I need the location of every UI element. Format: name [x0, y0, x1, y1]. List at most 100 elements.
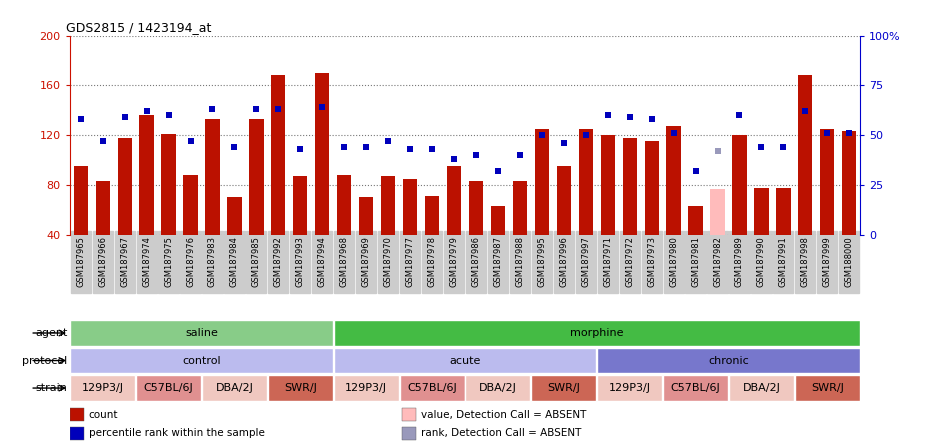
- Bar: [293, 176, 308, 235]
- Bar: [667, 127, 681, 235]
- Point: [578, 132, 593, 139]
- Bar: [359, 198, 373, 235]
- Point: [205, 106, 219, 113]
- Text: DBA/2J: DBA/2J: [216, 383, 253, 393]
- Point: [249, 106, 264, 113]
- Point: [490, 167, 505, 174]
- Bar: [557, 166, 571, 235]
- Bar: [334, 320, 860, 346]
- Bar: [531, 375, 596, 401]
- Text: agent: agent: [35, 328, 67, 338]
- Bar: [70, 408, 84, 421]
- Point: [315, 104, 330, 111]
- Bar: [73, 166, 87, 235]
- Text: protocol: protocol: [22, 356, 67, 365]
- Point: [776, 143, 790, 151]
- Text: morphine: morphine: [570, 328, 623, 338]
- Text: DBA/2J: DBA/2J: [479, 383, 517, 393]
- Bar: [272, 75, 286, 235]
- Point: [666, 130, 681, 137]
- Text: SWR/J: SWR/J: [811, 383, 844, 393]
- Point: [732, 112, 747, 119]
- Bar: [402, 408, 416, 421]
- Text: value, Detection Call = ABSENT: value, Detection Call = ABSENT: [420, 410, 586, 420]
- Bar: [465, 375, 530, 401]
- Bar: [334, 348, 596, 373]
- Point: [73, 116, 88, 123]
- Bar: [268, 375, 333, 401]
- Text: GDS2815 / 1423194_at: GDS2815 / 1423194_at: [66, 21, 211, 34]
- Point: [117, 114, 132, 121]
- Bar: [402, 427, 416, 440]
- Bar: [315, 73, 329, 235]
- Text: 129P3/J: 129P3/J: [609, 383, 651, 393]
- Bar: [202, 375, 267, 401]
- Text: 129P3/J: 129P3/J: [82, 383, 124, 393]
- Bar: [597, 375, 662, 401]
- Text: C57BL/6J: C57BL/6J: [407, 383, 457, 393]
- Bar: [70, 375, 135, 401]
- Text: C57BL/6J: C57BL/6J: [144, 383, 193, 393]
- Bar: [249, 119, 263, 235]
- Bar: [622, 138, 637, 235]
- Bar: [795, 375, 860, 401]
- Point: [711, 147, 725, 155]
- Bar: [777, 187, 790, 235]
- Bar: [535, 129, 549, 235]
- Text: count: count: [88, 410, 118, 420]
- Bar: [512, 181, 527, 235]
- Bar: [381, 176, 395, 235]
- Bar: [491, 206, 505, 235]
- Text: C57BL/6J: C57BL/6J: [671, 383, 721, 393]
- Bar: [578, 129, 593, 235]
- Bar: [798, 75, 813, 235]
- Point: [140, 108, 154, 115]
- Bar: [206, 119, 219, 235]
- Point: [754, 143, 769, 151]
- Text: control: control: [182, 356, 220, 365]
- Point: [842, 130, 857, 137]
- Point: [161, 112, 176, 119]
- Point: [622, 114, 637, 121]
- Bar: [597, 348, 860, 373]
- Point: [512, 151, 527, 159]
- Text: chronic: chronic: [708, 356, 749, 365]
- Text: acute: acute: [449, 356, 481, 365]
- Text: SWR/J: SWR/J: [284, 383, 317, 393]
- Bar: [732, 135, 747, 235]
- Point: [271, 106, 286, 113]
- Bar: [601, 135, 615, 235]
- Point: [95, 138, 110, 145]
- Point: [425, 146, 440, 153]
- Text: percentile rank within the sample: percentile rank within the sample: [88, 428, 265, 439]
- Bar: [140, 115, 153, 235]
- Text: SWR/J: SWR/J: [548, 383, 580, 393]
- Text: strain: strain: [35, 383, 67, 393]
- Point: [644, 116, 659, 123]
- Bar: [447, 166, 461, 235]
- Point: [183, 138, 198, 145]
- Bar: [136, 375, 201, 401]
- Point: [403, 146, 418, 153]
- Bar: [754, 187, 768, 235]
- Point: [469, 151, 484, 159]
- Point: [293, 146, 308, 153]
- Text: 129P3/J: 129P3/J: [345, 383, 387, 393]
- Point: [688, 167, 703, 174]
- Bar: [70, 320, 333, 346]
- Bar: [162, 134, 176, 235]
- Bar: [820, 129, 834, 235]
- Point: [227, 143, 242, 151]
- Bar: [663, 375, 728, 401]
- Point: [798, 108, 813, 115]
- Bar: [711, 189, 724, 235]
- Bar: [337, 175, 352, 235]
- Bar: [644, 142, 658, 235]
- Bar: [334, 375, 399, 401]
- Point: [535, 132, 550, 139]
- Bar: [117, 138, 132, 235]
- Bar: [688, 206, 703, 235]
- Point: [556, 139, 571, 147]
- Bar: [70, 427, 84, 440]
- Bar: [843, 131, 857, 235]
